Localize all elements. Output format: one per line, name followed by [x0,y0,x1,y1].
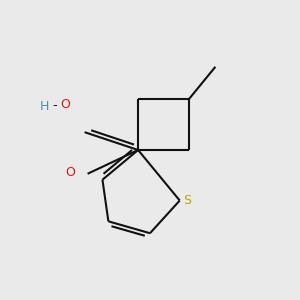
Text: O: O [60,98,70,111]
Text: S: S [183,194,191,207]
Text: -: - [52,100,57,112]
Text: H: H [40,100,49,113]
Text: O: O [65,166,75,179]
